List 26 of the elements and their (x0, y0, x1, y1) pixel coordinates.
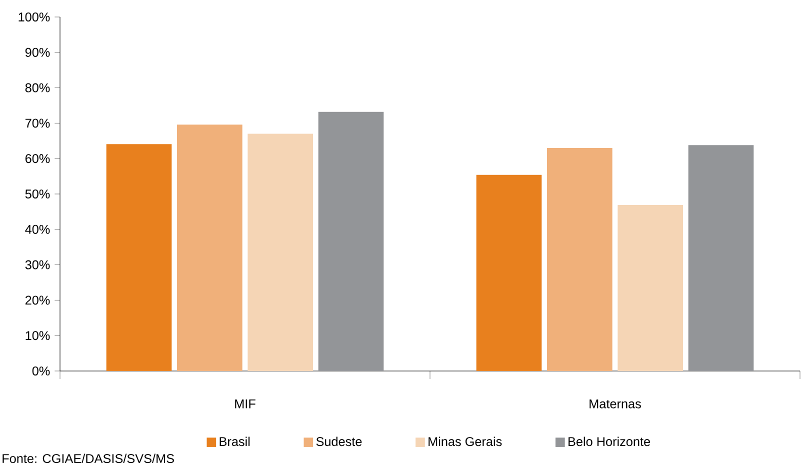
y-tick-label: 50% (25, 190, 50, 198)
legend-label: Sudeste (316, 436, 362, 446)
y-tick-label: 0% (32, 366, 50, 376)
y-tick-label: 30% (25, 260, 50, 270)
bar (248, 134, 314, 371)
y-tick-label: 40% (25, 224, 50, 234)
bar (106, 144, 172, 371)
bar (688, 145, 754, 371)
y-tick-label: 100% (18, 12, 50, 22)
y-tick-label: 90% (25, 48, 50, 57)
y-tick-label: 70% (25, 118, 50, 128)
legend-label: Minas Gerais (428, 436, 502, 446)
y-tick-label: 80% (25, 83, 50, 92)
legend-label: Brasil (220, 436, 250, 446)
bar (318, 112, 384, 371)
bar (476, 174, 542, 371)
x-tick-label: MIF (235, 399, 256, 408)
x-tick-label: Maternas (590, 399, 641, 408)
y-tick-label: 60% (25, 154, 50, 164)
source-note: Fonte: CGIAE/DASIS/SVS/MS (2, 454, 174, 464)
legend-label: Belo Horizonte (568, 436, 650, 446)
bar (618, 204, 683, 371)
bar (177, 124, 242, 371)
bar (547, 148, 612, 371)
y-tick-label: 10% (26, 331, 50, 340)
y-tick-label: 20% (25, 296, 50, 305)
